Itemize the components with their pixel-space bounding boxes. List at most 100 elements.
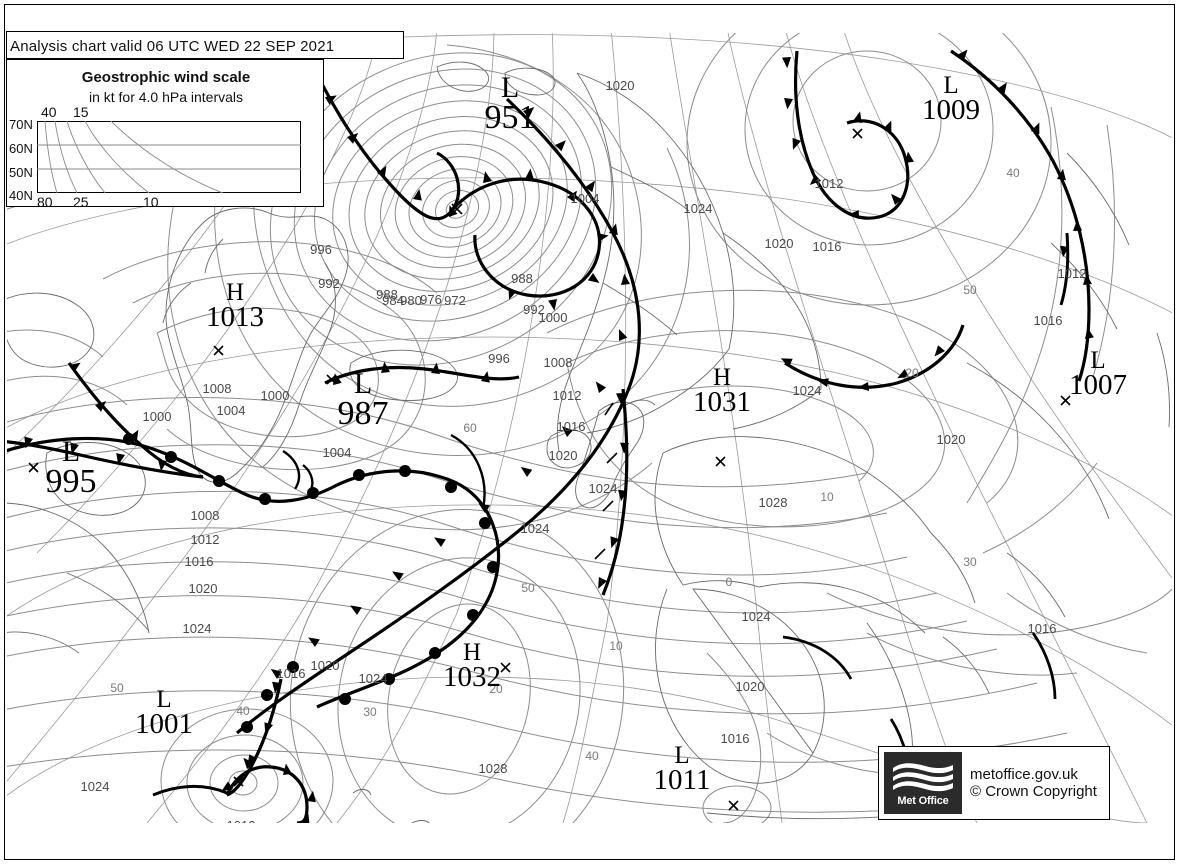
centre-pressure-value: 987 bbox=[337, 395, 389, 432]
chart-border bbox=[4, 4, 1175, 860]
isobar-label-992: 992 bbox=[318, 276, 340, 291]
isobar-label-1024: 1024 bbox=[359, 671, 388, 686]
centre-pressure-value: 951 bbox=[484, 99, 536, 136]
graticule-label-50: 50 bbox=[110, 681, 124, 695]
isobar-label-1012: 1012 bbox=[227, 818, 256, 823]
pressure-centre-l-1009: L 1009 bbox=[906, 73, 996, 125]
centre-pressure-value: 1013 bbox=[206, 301, 264, 333]
isobar-label-1020: 1020 bbox=[606, 78, 635, 93]
centre-type-letter: H bbox=[225, 279, 245, 306]
legend-bottom-10: 10 bbox=[143, 194, 159, 210]
isobar-label-1020: 1020 bbox=[736, 679, 765, 694]
coastlines bbox=[7, 61, 1170, 823]
isobar-label-980: 980 bbox=[400, 293, 422, 308]
met-office-text: metoffice.gov.uk © Crown Copyright bbox=[967, 747, 1109, 819]
centre-type-letter: L bbox=[156, 686, 172, 713]
isobar-label-1024: 1024 bbox=[589, 481, 618, 496]
legend-bottom-25: 25 bbox=[73, 194, 89, 210]
isobar-label-1020: 1020 bbox=[189, 581, 218, 596]
isobar-label-1016: 1016 bbox=[1034, 313, 1063, 328]
graticule-label-40: 40 bbox=[1006, 166, 1020, 180]
centre-type-letter: H bbox=[712, 364, 732, 391]
isobar-label-996: 996 bbox=[310, 242, 332, 257]
isobar-label-1024: 1024 bbox=[521, 521, 550, 536]
legend-curves bbox=[37, 121, 301, 193]
isobar-label-1020: 1020 bbox=[765, 236, 794, 251]
legend-grid-box bbox=[37, 121, 301, 193]
met-office-url: metoffice.gov.uk bbox=[970, 765, 1078, 783]
graticule-label-40: 40 bbox=[585, 749, 599, 763]
graticule-label-0: 0 bbox=[726, 575, 733, 589]
front-cold-main bbox=[235, 97, 641, 735]
isobar-label-1024: 1024 bbox=[684, 201, 713, 216]
met-office-copyright: © Crown Copyright bbox=[970, 783, 1097, 800]
legend-bottom-80: 80 bbox=[37, 194, 53, 210]
met-office-mark: Met Office bbox=[884, 752, 962, 814]
isobar-label-1028: 1028 bbox=[479, 761, 508, 776]
trough-987 bbox=[282, 433, 486, 510]
isobar-label-1024: 1024 bbox=[81, 779, 110, 794]
front-occluded-951 bbox=[305, 50, 610, 312]
isobar-label-1020: 1020 bbox=[311, 658, 340, 673]
centre-pressure-value: 1001 bbox=[135, 708, 193, 740]
pressure-centre-l-987: L 987 bbox=[318, 369, 408, 431]
isobar-label-1012: 1012 bbox=[191, 532, 220, 547]
graticule-label-30: 30 bbox=[963, 555, 977, 569]
pressure-centre-l-1011: L 1011 bbox=[637, 743, 727, 795]
title-box bbox=[6, 31, 404, 59]
isobar-label-1024: 1024 bbox=[742, 609, 771, 624]
isobar-label-1008: 1008 bbox=[203, 381, 232, 396]
front-warm-995 bbox=[7, 433, 501, 709]
front-cold-north-1031 bbox=[778, 324, 965, 393]
graticule-label-30: 30 bbox=[363, 705, 377, 719]
pressure-centre-l-1007: L 1007 bbox=[1053, 348, 1143, 400]
isobar-label-1016: 1016 bbox=[721, 731, 750, 746]
graticule-label-60: 60 bbox=[463, 421, 477, 435]
pressure-centre-l-995: L 995 bbox=[26, 437, 116, 499]
isobar-label-1008: 1008 bbox=[191, 508, 220, 523]
graticule-label-40: 40 bbox=[236, 704, 250, 718]
centre-type-letter: H bbox=[462, 639, 482, 666]
centre-type-letter: L bbox=[61, 435, 81, 468]
pressure-centre-h-1032: H 1032 bbox=[427, 640, 517, 692]
isobar-label-976: 976 bbox=[420, 292, 442, 307]
isobar-label-1016: 1016 bbox=[557, 419, 586, 434]
centre-type-letter: L bbox=[943, 72, 959, 99]
pressure-centre-l-951: L 951 bbox=[465, 73, 555, 135]
centre-pressure-value: 1007 bbox=[1069, 369, 1127, 401]
graticule-label-20: 20 bbox=[489, 682, 503, 696]
isobar-labels: 1020102410121016100410201012101699699298… bbox=[81, 78, 1087, 823]
legend-lat-40n: 40N bbox=[9, 188, 33, 203]
front-cold-scandinavia bbox=[594, 388, 629, 596]
centre-markers bbox=[28, 128, 1071, 811]
geostrophic-wind-scale-legend: Geostrophic wind scale in kt for 4.0 hPa… bbox=[6, 59, 324, 210]
isobar-label-1028: 1028 bbox=[759, 495, 788, 510]
graticule-label-10: 10 bbox=[609, 639, 623, 653]
isobar-label-972: 972 bbox=[444, 293, 466, 308]
centre-type-letter: L bbox=[500, 71, 520, 104]
front-occluded-987 bbox=[324, 361, 520, 385]
pressure-centre-h-1013: H 1013 bbox=[190, 280, 280, 332]
centre-pressure-value: 1031 bbox=[693, 386, 751, 418]
pressure-centre-h-1031: H 1031 bbox=[677, 365, 767, 417]
legend-title: Geostrophic wind scale bbox=[81, 69, 251, 86]
isobar-label-1020: 1020 bbox=[549, 448, 578, 463]
front-system-1001 bbox=[152, 661, 318, 823]
legend-lat-70n: 70N bbox=[9, 117, 33, 132]
isobar-label-984: 984 bbox=[382, 293, 404, 308]
isobar-label-1016: 1016 bbox=[1028, 621, 1057, 636]
front-cold-ne bbox=[950, 46, 1094, 382]
graticule-label-20: 20 bbox=[905, 366, 919, 380]
pressure-centre-l-1001: L 1001 bbox=[119, 687, 209, 739]
legend-subtitle: in kt for 4.0 hPa intervals bbox=[88, 89, 244, 105]
isobar-label-988: 988 bbox=[376, 287, 398, 302]
centre-type-letter: L bbox=[353, 367, 373, 400]
isobar-label-1008: 1008 bbox=[544, 355, 573, 370]
met-office-logo: Met Office metoffice.gov.uk © Crown Copy… bbox=[878, 746, 1110, 820]
isobar-label-1012: 1012 bbox=[1058, 266, 1087, 281]
isobar-label-1012: 1012 bbox=[553, 388, 582, 403]
isobar-label-1024: 1024 bbox=[183, 621, 212, 636]
legend-lat-50n: 50N bbox=[9, 165, 33, 180]
